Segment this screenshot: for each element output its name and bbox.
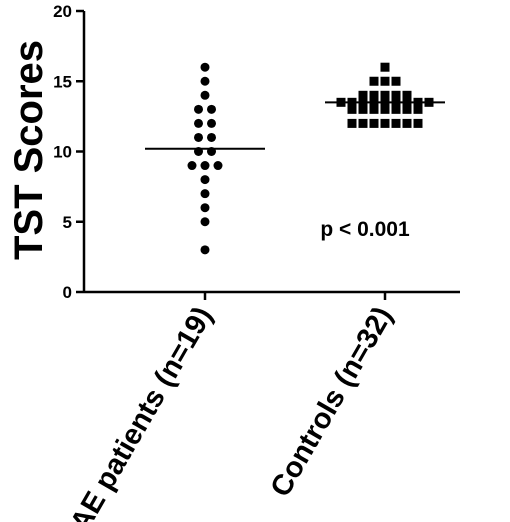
data-point-square — [369, 76, 379, 86]
data-point-square — [391, 104, 401, 114]
data-point-circle — [200, 189, 210, 199]
data-point-square — [347, 104, 357, 114]
data-point-circle — [200, 76, 210, 86]
data-point-square — [391, 90, 401, 100]
data-point-circle — [200, 217, 210, 227]
data-point-circle — [207, 132, 216, 142]
data-point-circle — [200, 161, 210, 171]
data-point-circle — [200, 245, 210, 255]
data-point-circle — [207, 118, 216, 128]
data-point-circle — [200, 90, 210, 100]
data-point-square — [380, 90, 390, 100]
data-point-square — [369, 90, 379, 100]
y-tick-label: 10 — [53, 143, 72, 162]
data-point-square — [391, 76, 401, 86]
data-point-square — [380, 118, 390, 128]
data-point-square — [402, 90, 412, 100]
data-point-circle — [194, 132, 203, 142]
category-label: Controls (n=32) — [265, 302, 399, 503]
p-value-annotation: p < 0.001 — [320, 218, 410, 241]
data-point-square — [413, 104, 423, 114]
y-tick-label: 15 — [53, 72, 72, 91]
data-point-circle — [187, 161, 197, 171]
data-point-circle — [200, 175, 210, 185]
data-point-square — [380, 76, 390, 86]
data-point-circle — [213, 161, 223, 171]
data-point-square — [347, 118, 357, 128]
data-point-square — [402, 104, 412, 114]
y-axis: 0 5 10 15 20 — [53, 2, 86, 302]
data-point-circle — [200, 62, 210, 72]
category-labels: AE patients (n=19) Controls (n=32) — [64, 302, 399, 522]
data-point-square — [402, 118, 412, 128]
y-tick-label: 20 — [53, 2, 72, 21]
data-point-square — [358, 118, 368, 128]
data-point-square — [391, 118, 401, 128]
data-point-square — [369, 104, 379, 114]
x-axis — [84, 290, 460, 300]
data-point-square — [380, 104, 390, 114]
y-axis-label: TST Scores — [7, 40, 51, 260]
data-point-square — [358, 90, 368, 100]
data-point-circle — [207, 104, 216, 114]
y-tick-label: 0 — [63, 283, 72, 302]
data-point-circle — [200, 203, 210, 213]
data-point-circle — [194, 104, 203, 114]
data-point-square — [358, 104, 368, 114]
y-tick-label: 5 — [63, 213, 72, 232]
data-point-square — [380, 62, 390, 72]
mean-lines — [145, 101, 445, 150]
data-point-circle — [194, 118, 203, 128]
data-point-square — [413, 118, 423, 128]
data-point-square — [369, 118, 379, 128]
category-label: AE patients (n=19) — [64, 302, 219, 522]
